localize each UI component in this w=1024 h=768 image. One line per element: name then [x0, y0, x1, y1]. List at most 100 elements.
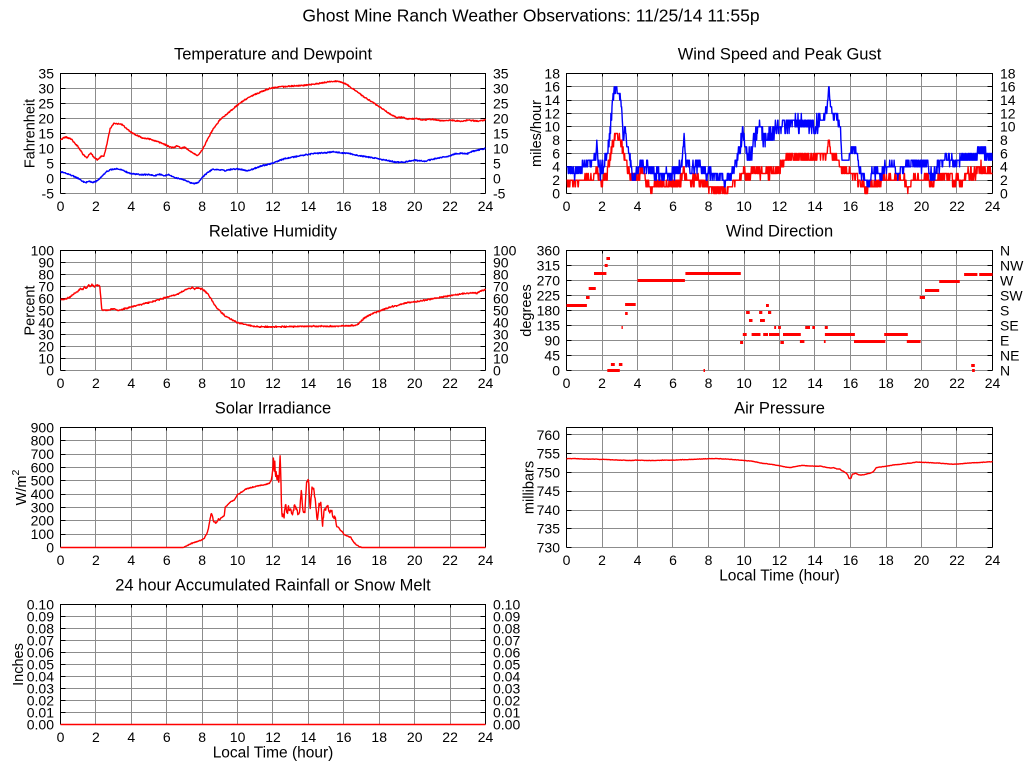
- svg-text:24: 24: [478, 375, 494, 391]
- svg-text:0.04: 0.04: [27, 668, 54, 684]
- svg-text:Temperature and Dewpoint: Temperature and Dewpoint: [174, 46, 373, 64]
- svg-text:0.01: 0.01: [493, 704, 520, 720]
- svg-text:6: 6: [669, 552, 677, 568]
- svg-text:22: 22: [442, 198, 458, 214]
- svg-text:14: 14: [301, 375, 317, 391]
- svg-text:18: 18: [878, 552, 894, 568]
- svg-text:12: 12: [544, 105, 560, 121]
- svg-text:8: 8: [1000, 132, 1008, 148]
- svg-text:360: 360: [537, 242, 561, 258]
- svg-text:100: 100: [493, 242, 517, 258]
- svg-text:S: S: [1000, 302, 1009, 318]
- svg-text:16: 16: [1000, 79, 1016, 95]
- svg-text:SE: SE: [1000, 317, 1019, 333]
- svg-text:0.08: 0.08: [27, 620, 54, 636]
- svg-text:0: 0: [46, 362, 54, 378]
- svg-text:750: 750: [537, 464, 561, 480]
- svg-text:14: 14: [544, 92, 560, 108]
- svg-text:90: 90: [544, 332, 560, 348]
- svg-text:Local Time (hour): Local Time (hour): [213, 745, 334, 762]
- svg-text:0.02: 0.02: [27, 692, 54, 708]
- svg-text:100: 100: [31, 526, 55, 542]
- svg-text:225: 225: [537, 287, 561, 303]
- svg-text:8: 8: [198, 552, 206, 568]
- svg-text:10: 10: [38, 140, 54, 156]
- svg-text:14: 14: [807, 552, 823, 568]
- svg-text:40: 40: [493, 314, 509, 330]
- svg-text:2: 2: [598, 375, 606, 391]
- svg-text:18: 18: [371, 729, 387, 745]
- svg-text:6: 6: [163, 552, 171, 568]
- svg-text:8: 8: [552, 132, 560, 148]
- svg-text:100: 100: [31, 242, 55, 258]
- svg-text:8: 8: [198, 729, 206, 745]
- svg-text:10: 10: [230, 729, 246, 745]
- svg-text:0.00: 0.00: [493, 716, 520, 732]
- svg-text:12: 12: [772, 552, 788, 568]
- svg-text:10: 10: [736, 552, 752, 568]
- svg-text:18: 18: [878, 198, 894, 214]
- svg-text:18: 18: [371, 198, 387, 214]
- svg-text:10: 10: [1000, 119, 1016, 135]
- svg-text:4: 4: [634, 375, 642, 391]
- svg-text:25: 25: [493, 95, 509, 111]
- svg-text:10: 10: [493, 140, 509, 156]
- svg-text:24: 24: [985, 552, 1001, 568]
- svg-text:0.05: 0.05: [493, 656, 520, 672]
- svg-text:18: 18: [1000, 65, 1016, 81]
- svg-text:4: 4: [634, 552, 642, 568]
- svg-text:24: 24: [985, 375, 1001, 391]
- svg-text:24: 24: [478, 198, 494, 214]
- svg-text:0.10: 0.10: [493, 596, 520, 612]
- svg-text:Wind Speed and Peak Gust: Wind Speed and Peak Gust: [678, 46, 882, 64]
- svg-text:N: N: [1000, 242, 1010, 258]
- svg-text:0.10: 0.10: [27, 596, 54, 612]
- svg-text:SW: SW: [1000, 287, 1023, 303]
- svg-text:20: 20: [493, 110, 509, 126]
- svg-text:16: 16: [544, 79, 560, 95]
- svg-text:30: 30: [38, 326, 54, 342]
- svg-text:10: 10: [230, 552, 246, 568]
- svg-text:0.08: 0.08: [493, 620, 520, 636]
- svg-text:14: 14: [807, 375, 823, 391]
- svg-text:16: 16: [336, 729, 352, 745]
- svg-text:24: 24: [478, 729, 494, 745]
- svg-text:18: 18: [878, 375, 894, 391]
- svg-text:50: 50: [38, 302, 54, 318]
- svg-text:24: 24: [478, 552, 494, 568]
- svg-text:730: 730: [537, 539, 561, 555]
- svg-text:W: W: [1000, 272, 1014, 288]
- svg-text:2: 2: [92, 375, 100, 391]
- svg-text:300: 300: [31, 499, 55, 515]
- svg-text:16: 16: [336, 552, 352, 568]
- svg-text:0.06: 0.06: [27, 644, 54, 660]
- svg-text:4: 4: [1000, 159, 1008, 175]
- svg-text:0: 0: [46, 170, 54, 186]
- svg-text:45: 45: [544, 347, 560, 363]
- svg-text:0: 0: [563, 375, 571, 391]
- svg-text:14: 14: [1000, 92, 1016, 108]
- svg-text:2: 2: [552, 172, 560, 188]
- svg-text:0: 0: [493, 362, 501, 378]
- svg-text:E: E: [1000, 332, 1009, 348]
- svg-text:0: 0: [57, 729, 65, 745]
- svg-text:6: 6: [163, 375, 171, 391]
- svg-text:10: 10: [544, 119, 560, 135]
- svg-text:10: 10: [38, 350, 54, 366]
- svg-text:30: 30: [493, 326, 509, 342]
- svg-text:2: 2: [598, 198, 606, 214]
- svg-text:10: 10: [736, 375, 752, 391]
- svg-text:millibars: millibars: [522, 461, 538, 514]
- svg-text:60: 60: [493, 290, 509, 306]
- svg-text:Inches: Inches: [11, 643, 27, 686]
- svg-text:N: N: [1000, 362, 1010, 378]
- svg-text:30: 30: [38, 80, 54, 96]
- svg-text:16: 16: [843, 552, 859, 568]
- svg-text:35: 35: [38, 65, 54, 81]
- svg-text:800: 800: [31, 433, 55, 449]
- svg-text:Wind Direction: Wind Direction: [726, 223, 833, 241]
- svg-text:8: 8: [198, 198, 206, 214]
- svg-text:NE: NE: [1000, 347, 1019, 363]
- svg-text:24 hour Accumulated Rainfall o: 24 hour Accumulated Rainfall or Snow Mel…: [115, 577, 431, 595]
- svg-text:10: 10: [230, 198, 246, 214]
